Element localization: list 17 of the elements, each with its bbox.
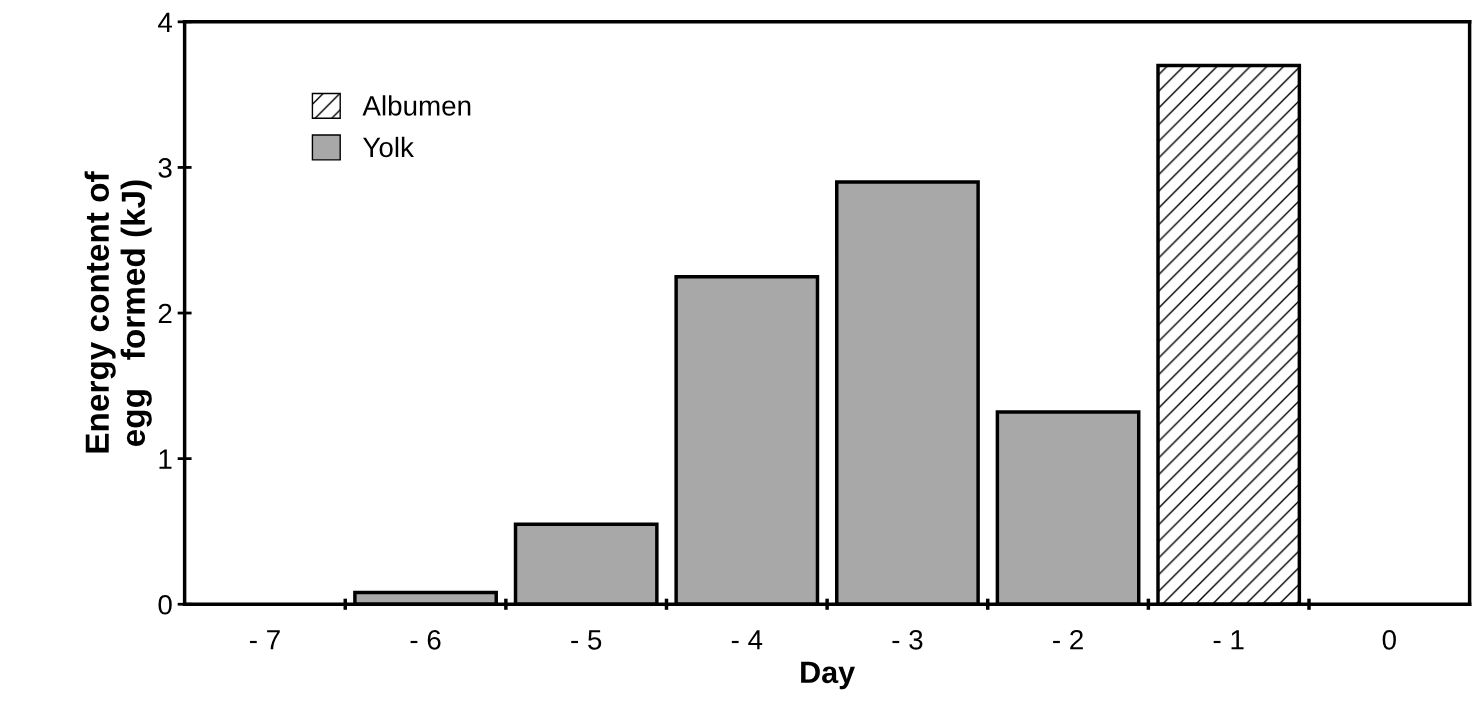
y-tick-label: 2: [158, 303, 172, 324]
x-axis-title: Day: [801, 661, 855, 690]
x-tick-label: - 6: [410, 629, 441, 650]
y-tick-label: 4: [158, 12, 173, 32]
x-tick-label: 0: [1382, 629, 1396, 650]
x-tick-label: - 1: [1213, 630, 1244, 650]
y-tick-label: 1: [159, 449, 172, 469]
legend-label: Yolk: [363, 136, 414, 158]
y-axis-title: Energy content of egg formed (kJ): [84, 171, 152, 453]
x-tick-label: - 3: [892, 629, 923, 650]
y-tick-label: 0: [158, 594, 172, 615]
x-tick-label: - 5: [571, 630, 602, 650]
y-tick-label: 3: [158, 158, 172, 178]
x-tick-label: - 4: [731, 630, 763, 650]
x-tick-label: - 2: [1053, 629, 1083, 650]
x-tick-label: - 7: [249, 630, 280, 650]
legend-label: Albumen: [362, 95, 471, 116]
